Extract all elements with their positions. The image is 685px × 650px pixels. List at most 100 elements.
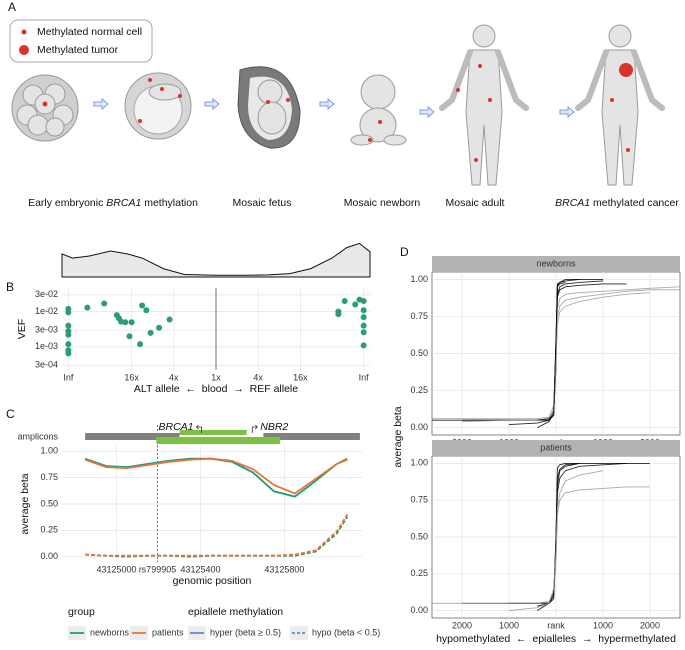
point xyxy=(139,302,146,309)
gene-label: BRCA1 xyxy=(158,421,193,433)
y-tick-label: 0.25 xyxy=(410,568,428,578)
x-tick-label: 16x xyxy=(124,372,139,382)
y-tick-label: 0.00 xyxy=(40,551,58,561)
caption-part: BRCA1 xyxy=(555,197,590,209)
promoter xyxy=(156,437,281,444)
point xyxy=(360,329,367,336)
series-line xyxy=(85,514,349,557)
legend-label: hyper (beta ≥ 0.5) xyxy=(210,627,281,637)
point xyxy=(341,298,348,305)
panel-label: A xyxy=(8,0,16,14)
x-tick-label: Inf xyxy=(359,372,370,382)
fetus xyxy=(237,66,301,149)
point xyxy=(360,307,367,314)
x-tick-label: 43125800 xyxy=(264,564,304,574)
x-axis-label: hypomethylated ← epialleles → hypermethy… xyxy=(436,633,676,645)
series-line xyxy=(537,278,603,421)
point xyxy=(65,309,72,316)
point xyxy=(126,333,133,340)
caption-part: Mosaic fetus xyxy=(233,197,292,209)
tss-arrow xyxy=(251,424,258,433)
gene-label: NBR2 xyxy=(260,421,288,433)
stage-caption: Early embryonic BRCA1 methylation xyxy=(28,197,198,209)
x-tick-label: rs799905 xyxy=(139,564,177,574)
point xyxy=(360,314,367,321)
y-axis-label: average beta xyxy=(392,406,404,467)
x-axis-label: ALT allele ← blood → REF allele xyxy=(134,383,298,395)
y-tick-label: 1.00 xyxy=(410,458,428,468)
adult xyxy=(439,24,529,186)
point xyxy=(352,301,359,308)
caption-part: methylated cancer xyxy=(590,197,679,209)
caption-part: Early embryonic xyxy=(28,197,106,209)
newborn xyxy=(350,74,407,146)
point xyxy=(335,308,342,315)
y-tick-label: 0.25 xyxy=(410,385,428,395)
x-tick-label: 16x xyxy=(293,372,308,382)
legend-icon xyxy=(19,45,29,55)
point xyxy=(65,331,72,338)
caption-part: BRCA1 xyxy=(106,197,141,209)
y-axis-label: average beta xyxy=(19,473,31,534)
adult-cancer xyxy=(575,24,665,186)
y-tick-label: 0.50 xyxy=(40,498,58,508)
y-tick-label: 0.75 xyxy=(410,495,428,505)
legend-icon xyxy=(21,29,27,35)
y-tick-label: 1e-02 xyxy=(35,306,58,316)
illustration: Methylated normal cell Methylated tumor xyxy=(9,19,665,186)
legend-title: group xyxy=(68,606,95,618)
x-tick-label: 43125400 xyxy=(180,564,220,574)
amplicon xyxy=(85,433,180,440)
embryo xyxy=(11,74,79,142)
legend-label: hypo (beta < 0.5) xyxy=(312,627,380,637)
point xyxy=(65,322,72,329)
legend-label: Methylated tumor xyxy=(37,44,119,56)
legend-label: newborns xyxy=(90,627,130,637)
x-tick-label: rank xyxy=(547,620,565,630)
series-line xyxy=(432,286,681,420)
point xyxy=(166,316,173,323)
stage-caption: Mosaic fetus xyxy=(233,197,292,209)
x-tick-label: 4x xyxy=(253,372,263,382)
point xyxy=(84,304,91,311)
promoter xyxy=(179,430,247,435)
density-area xyxy=(61,242,371,278)
y-tick-label: 3e-03 xyxy=(35,324,58,334)
point xyxy=(137,341,144,348)
y-tick-label: 0.00 xyxy=(410,422,428,432)
caption-part: Mosaic adult xyxy=(446,197,505,209)
x-axis-label: genomic position xyxy=(173,575,252,587)
point xyxy=(65,350,72,357)
series-line xyxy=(536,283,627,429)
point xyxy=(360,342,367,349)
tss-arrow xyxy=(195,424,202,433)
y-tick-label: 0.25 xyxy=(40,525,58,535)
facet-strip xyxy=(432,256,680,272)
point xyxy=(122,319,129,326)
blastocyst xyxy=(124,72,192,140)
x-tick-label: Inf xyxy=(63,372,74,382)
legend-label: Methylated normal cell xyxy=(37,26,142,38)
y-tick-label: 3e-02 xyxy=(35,289,58,299)
point xyxy=(65,341,72,348)
series-line xyxy=(508,470,604,612)
point xyxy=(360,298,367,305)
x-tick-label: 4x xyxy=(169,372,179,382)
x-tick-label: 1x xyxy=(211,372,221,382)
x-tick-label: 2000 xyxy=(452,620,472,630)
facet-label: newborns xyxy=(536,258,576,268)
track-label: amplicons xyxy=(17,431,58,441)
stage-caption: Mosaic newborn xyxy=(344,197,421,209)
y-tick-label: 0.75 xyxy=(40,472,58,482)
y-tick-label: 0.00 xyxy=(410,605,428,615)
point xyxy=(156,324,163,331)
point xyxy=(147,329,154,336)
panel-label: C xyxy=(6,407,15,421)
stage-caption: Mosaic adult xyxy=(446,197,505,209)
panel-label: D xyxy=(400,245,409,259)
x-tick-label: 1000 xyxy=(593,620,613,630)
point xyxy=(128,319,135,326)
facet-strip xyxy=(432,440,680,456)
legend-label: patients xyxy=(152,627,184,637)
